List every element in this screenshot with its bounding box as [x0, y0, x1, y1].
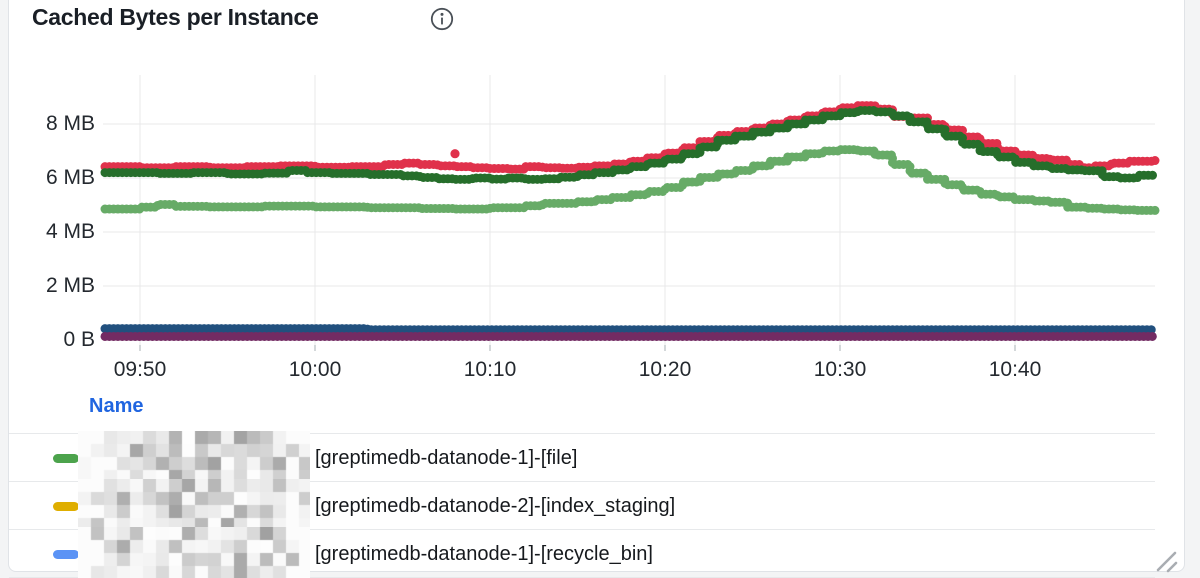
redacted-text-block — [78, 479, 310, 531]
legend-series-label: [greptimedb-datanode-2]-[index_staging] — [315, 495, 676, 517]
x-axis-tick-label: 10:20 — [638, 358, 692, 381]
x-axis-tick-label: 09:50 — [113, 358, 167, 381]
x-axis-tick-label: 10:00 — [288, 358, 342, 381]
series-color-dash-icon — [53, 502, 79, 511]
resize-handle-icon[interactable] — [1156, 551, 1178, 573]
y-axis-tick-label: 8 MB — [45, 112, 95, 135]
redacted-text-block — [78, 527, 310, 578]
legend-name-column-header[interactable]: Name — [89, 395, 144, 417]
series-color-dash-icon — [53, 454, 79, 463]
legend-row[interactable]: [greptimedb-datanode-1]-[recycle_bin] — [9, 527, 1155, 578]
panel-title: Cached Bytes per Instance — [32, 4, 319, 30]
y-axis-tick-label: 2 MB — [45, 274, 95, 297]
legend-row[interactable]: [greptimedb-datanode-2]-[index_staging] — [9, 479, 1155, 531]
x-axis-tick-label: 10:30 — [813, 358, 867, 381]
x-axis-tick-label: 10:10 — [463, 358, 517, 381]
timeseries-chart[interactable] — [0, 62, 1200, 362]
info-icon[interactable] — [429, 6, 455, 32]
redacted-text-block — [78, 431, 310, 483]
series-color-dash-icon — [53, 550, 79, 559]
legend-series-label: [greptimedb-datanode-1]-[file] — [315, 447, 578, 469]
legend-series-label: [greptimedb-datanode-1]-[recycle_bin] — [315, 543, 653, 565]
x-axis-tick-label: 10:40 — [988, 358, 1042, 381]
y-axis-tick-label: 4 MB — [45, 220, 95, 243]
legend-table: [greptimedb-datanode-1]-[file] [greptimed… — [9, 431, 1155, 578]
y-axis-tick-label: 0 B — [63, 328, 95, 351]
legend-row[interactable]: [greptimedb-datanode-1]-[file] — [9, 431, 1155, 483]
y-axis-tick-label: 6 MB — [45, 166, 95, 189]
